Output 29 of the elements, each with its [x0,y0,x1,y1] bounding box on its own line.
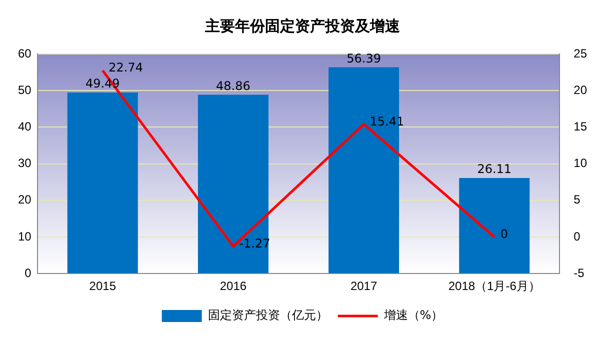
y2-tick-label: 20 [574,82,588,97]
chart-title: 主要年份固定资产投资及增速 [204,16,401,35]
x-tick-label: 2015 [89,279,116,294]
y-tick-label: 50 [18,82,32,97]
y-tick-label: 40 [18,120,32,134]
y2-tick-label: 5 [574,192,581,207]
y2-tick-label: 10 [574,156,588,170]
y-tick-label: 30 [18,156,32,170]
y-tick-label: 0 [24,266,32,280]
y-tick-label: 60 [18,46,32,60]
y2-tick-label: 0 [574,229,581,244]
data-label: 22.74 [108,60,143,75]
x-tick-label: 2017 [350,279,378,294]
y2-tick-label: 25 [574,46,588,60]
legend-label: 增速（%） [382,308,444,322]
bar [67,92,138,274]
data-label: 48.86 [216,78,250,93]
data-label: 0 [500,227,508,242]
bar [198,94,268,274]
legend-label: 固定资产投资（亿元） [208,308,328,322]
x-tick-label: 2016 [220,279,247,294]
data-label: 26.11 [477,162,512,176]
x-tick-label: 2018（1月-6月） [448,279,540,294]
data-label: 56.39 [346,51,381,66]
y2-tick-label: -5 [574,266,585,280]
y2-tick-label: 15 [574,120,588,134]
y-tick-label: 20 [18,192,32,207]
bar [459,178,530,274]
y-tick-label: 10 [18,229,32,244]
